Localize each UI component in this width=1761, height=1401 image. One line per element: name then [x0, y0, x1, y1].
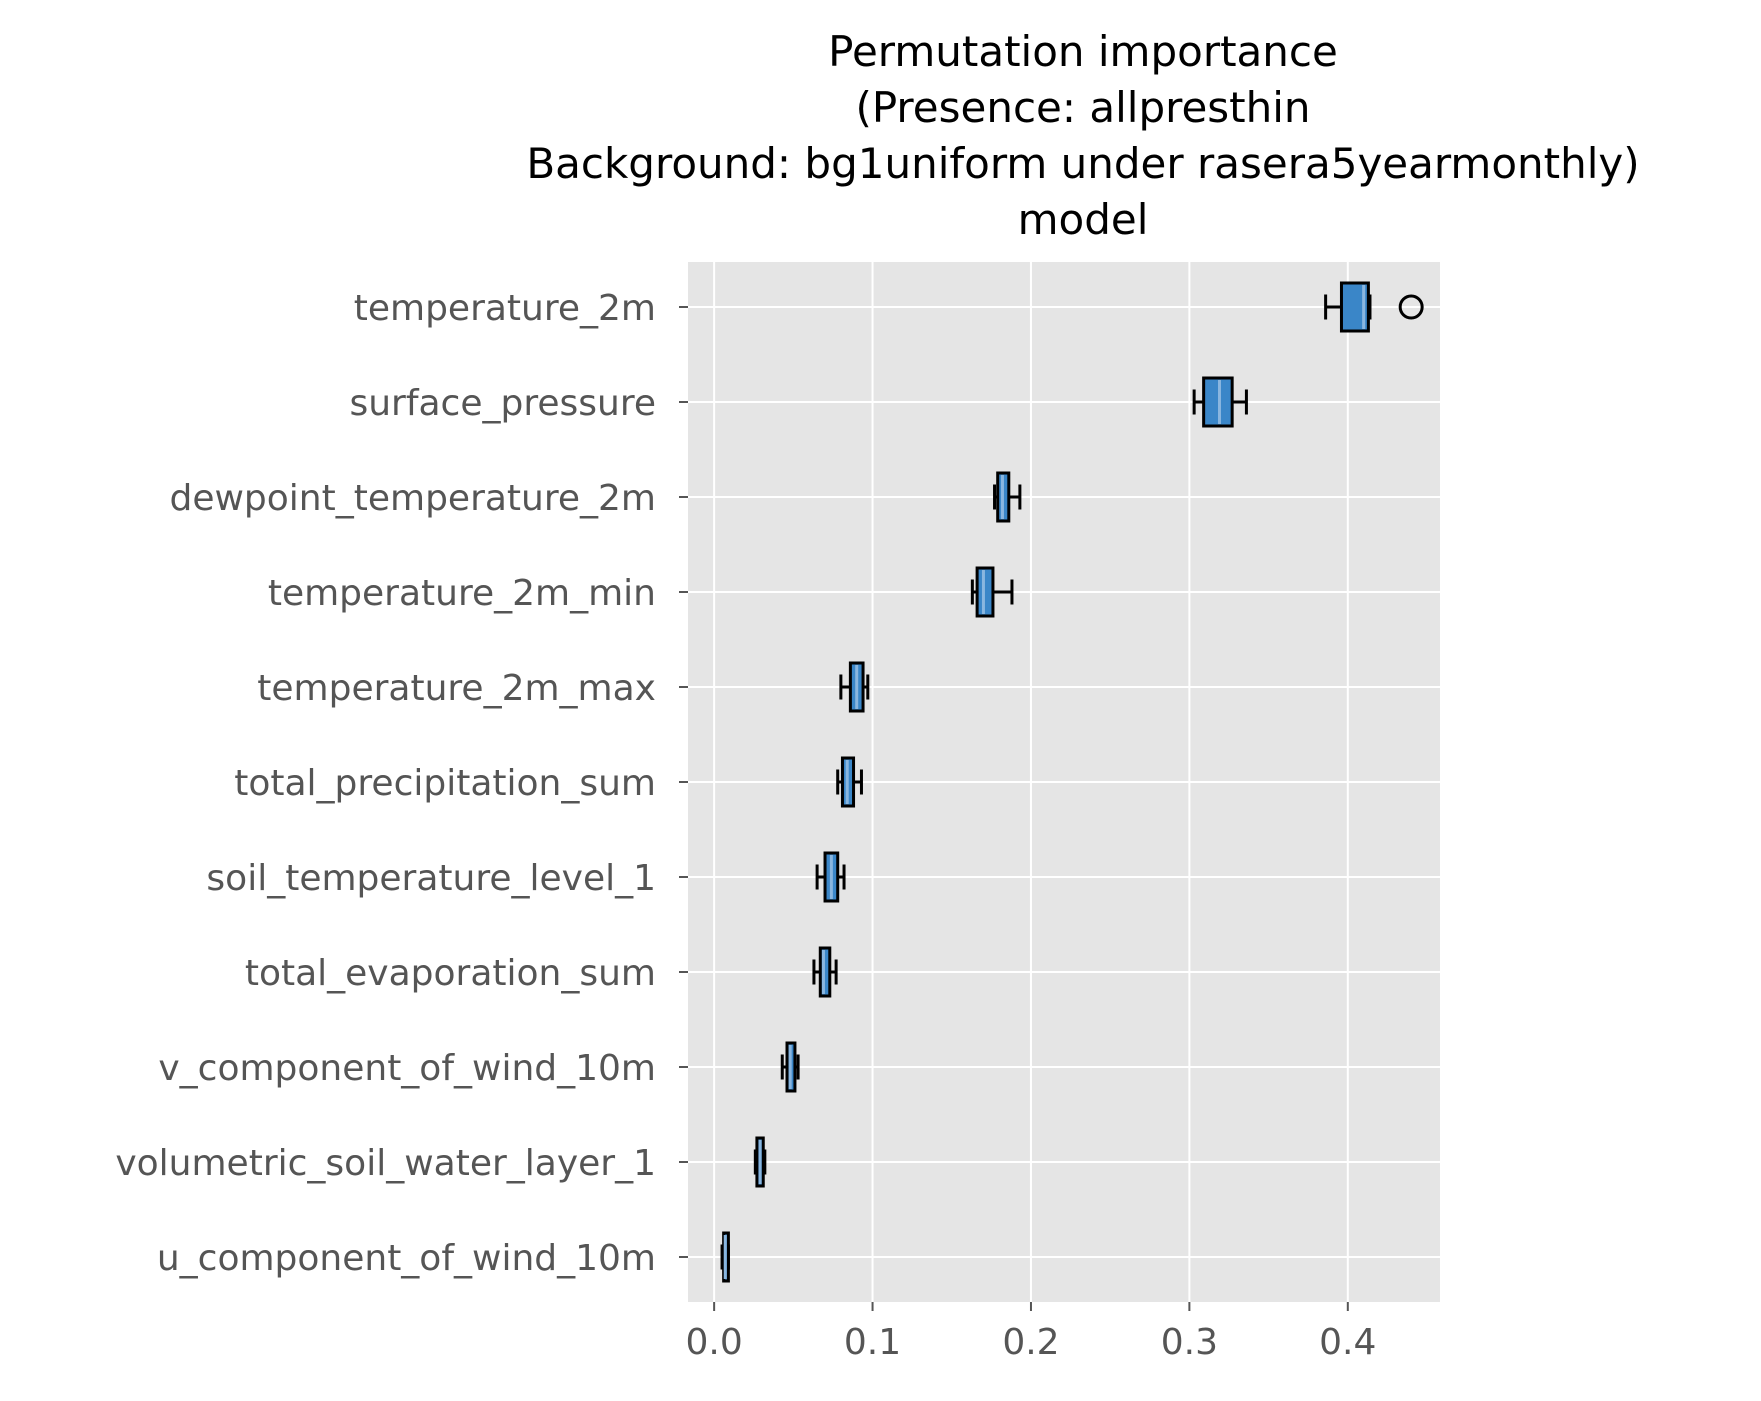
box-series	[720, 281, 1424, 1283]
box-dewpoint_temperature_2m	[993, 471, 1022, 523]
box-v_component_of_wind_10m	[780, 1041, 800, 1093]
y-tick-label: volumetric_soil_water_layer_1	[115, 1143, 656, 1184]
chart-title-line-3: Background: bg1uniform under rasera5year…	[526, 139, 1640, 188]
y-tick-label: temperature_2m	[354, 288, 656, 329]
box-temperature_2m_min	[970, 566, 1014, 618]
y-tick-label: u_component_of_wind_10m	[157, 1238, 656, 1279]
y-tick-label: temperature_2m_max	[257, 668, 656, 709]
y-axis: temperature_2m surface_pressure dewpoint_t…	[115, 288, 688, 1279]
y-tick-label: dewpoint_temperature_2m	[169, 478, 656, 519]
chart-title-line-4: model	[1017, 195, 1149, 244]
box-total_evaporation_sum	[812, 946, 838, 998]
x-tick-label: 0.4	[1319, 1322, 1376, 1363]
chart-title-line-1: Permutation importance	[828, 27, 1338, 76]
box-u_component_of_wind_10m	[720, 1231, 730, 1283]
x-tick-label: 0.0	[686, 1322, 743, 1363]
y-tick-label: v_component_of_wind_10m	[158, 1048, 656, 1089]
box-temperature_2m_max	[839, 661, 870, 713]
box-iqr	[1202, 376, 1234, 428]
box-iqr	[975, 566, 995, 618]
chart-title-line-2: (Presence: allpresthin	[855, 83, 1311, 132]
y-tick-label: total_precipitation_sum	[234, 763, 656, 804]
x-tick-label: 0.2	[1002, 1322, 1059, 1363]
x-tick-label: 0.3	[1161, 1322, 1218, 1363]
box-total_precipitation_sum	[836, 756, 863, 808]
box-iqr	[818, 946, 832, 998]
outlier-point	[1398, 294, 1424, 320]
x-axis: 0.0 0.1 0.2 0.3 0.4	[686, 1302, 1376, 1363]
grid-lines	[688, 262, 1440, 1302]
box-temperature_2m	[1324, 281, 1424, 333]
y-tick-label: temperature_2m_min	[268, 573, 656, 614]
y-tick-label: soil_temperature_level_1	[206, 858, 656, 899]
box-volumetric_soil_water_layer_1	[753, 1136, 767, 1188]
box-surface_pressure	[1192, 376, 1248, 428]
x-tick-label: 0.1	[844, 1322, 901, 1363]
y-tick-label: total_evaporation_sum	[245, 953, 656, 994]
chart-title: Permutation importance (Presence: allpre…	[383, 24, 1761, 248]
box-soil_temperature_level_1	[815, 851, 846, 903]
y-tick-label: surface_pressure	[349, 383, 656, 424]
